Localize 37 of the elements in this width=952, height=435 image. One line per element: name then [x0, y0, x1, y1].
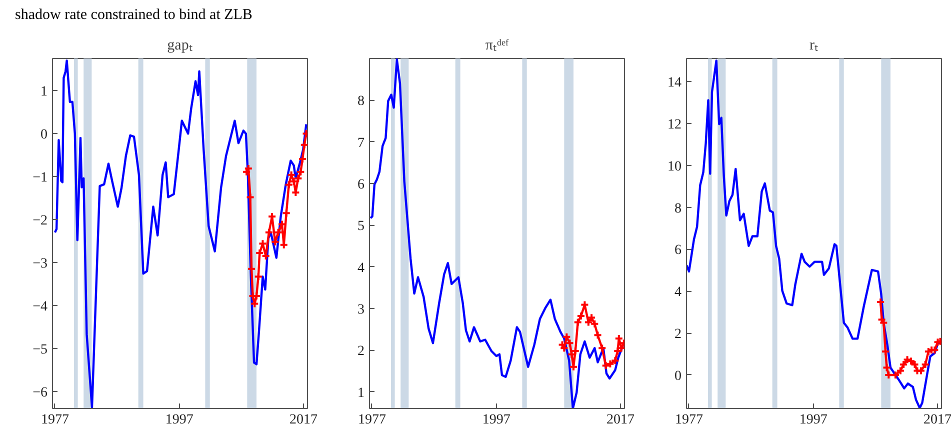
y-tick-label: 1: [40, 84, 48, 100]
y-tick-label: 2: [358, 344, 364, 360]
y-tick-label: 7: [358, 136, 364, 151]
x-tick-label: 1977: [358, 412, 386, 428]
y-tick-label: 14: [668, 76, 682, 91]
x-tick-label: 1997: [799, 412, 828, 428]
x-tick-label: 1997: [165, 412, 194, 428]
x-tick-label: 1997: [482, 412, 510, 428]
y-tick-label: 8: [674, 201, 682, 216]
x-tick-label: 1977: [40, 412, 69, 428]
y-tick-label: 6: [358, 178, 364, 192]
y-tick-label: −4: [32, 299, 48, 314]
y-tick-label: −6: [32, 385, 48, 400]
y-tick-label: −5: [32, 342, 48, 358]
y-tick-label: −2: [32, 214, 48, 229]
y-tick-label: 6: [674, 243, 682, 258]
x-tick-label: 2017: [290, 412, 318, 428]
y-tick-label: 0: [40, 128, 48, 143]
y-tick-label: 0: [674, 368, 682, 384]
y-tick-label: 12: [668, 117, 682, 132]
x-tick-label: 1977: [674, 412, 703, 428]
y-tick-label: 1: [358, 386, 364, 401]
chart-title: gapₜ: [167, 38, 193, 54]
text: shadow rate constrained to bind at ZLB: [14, 6, 252, 25]
y-tick-label: 10: [668, 159, 682, 174]
y-tick-label: −1: [32, 170, 48, 186]
x-tick-label: 2017: [924, 412, 952, 428]
y-tick-label: 3: [358, 302, 364, 318]
y-tick-label: 8: [358, 94, 364, 110]
y-tick-label: 4: [358, 260, 364, 276]
chart-title: rₜ: [810, 38, 818, 54]
x-tick-label: 2017: [606, 412, 634, 428]
y-tick-label: −3: [32, 256, 48, 272]
y-tick-label: 4: [674, 285, 682, 300]
y-tick-label: 2: [674, 327, 682, 342]
chart-title: πₜᵈᵉᶠ: [485, 38, 510, 54]
y-tick-label: 5: [358, 219, 364, 234]
